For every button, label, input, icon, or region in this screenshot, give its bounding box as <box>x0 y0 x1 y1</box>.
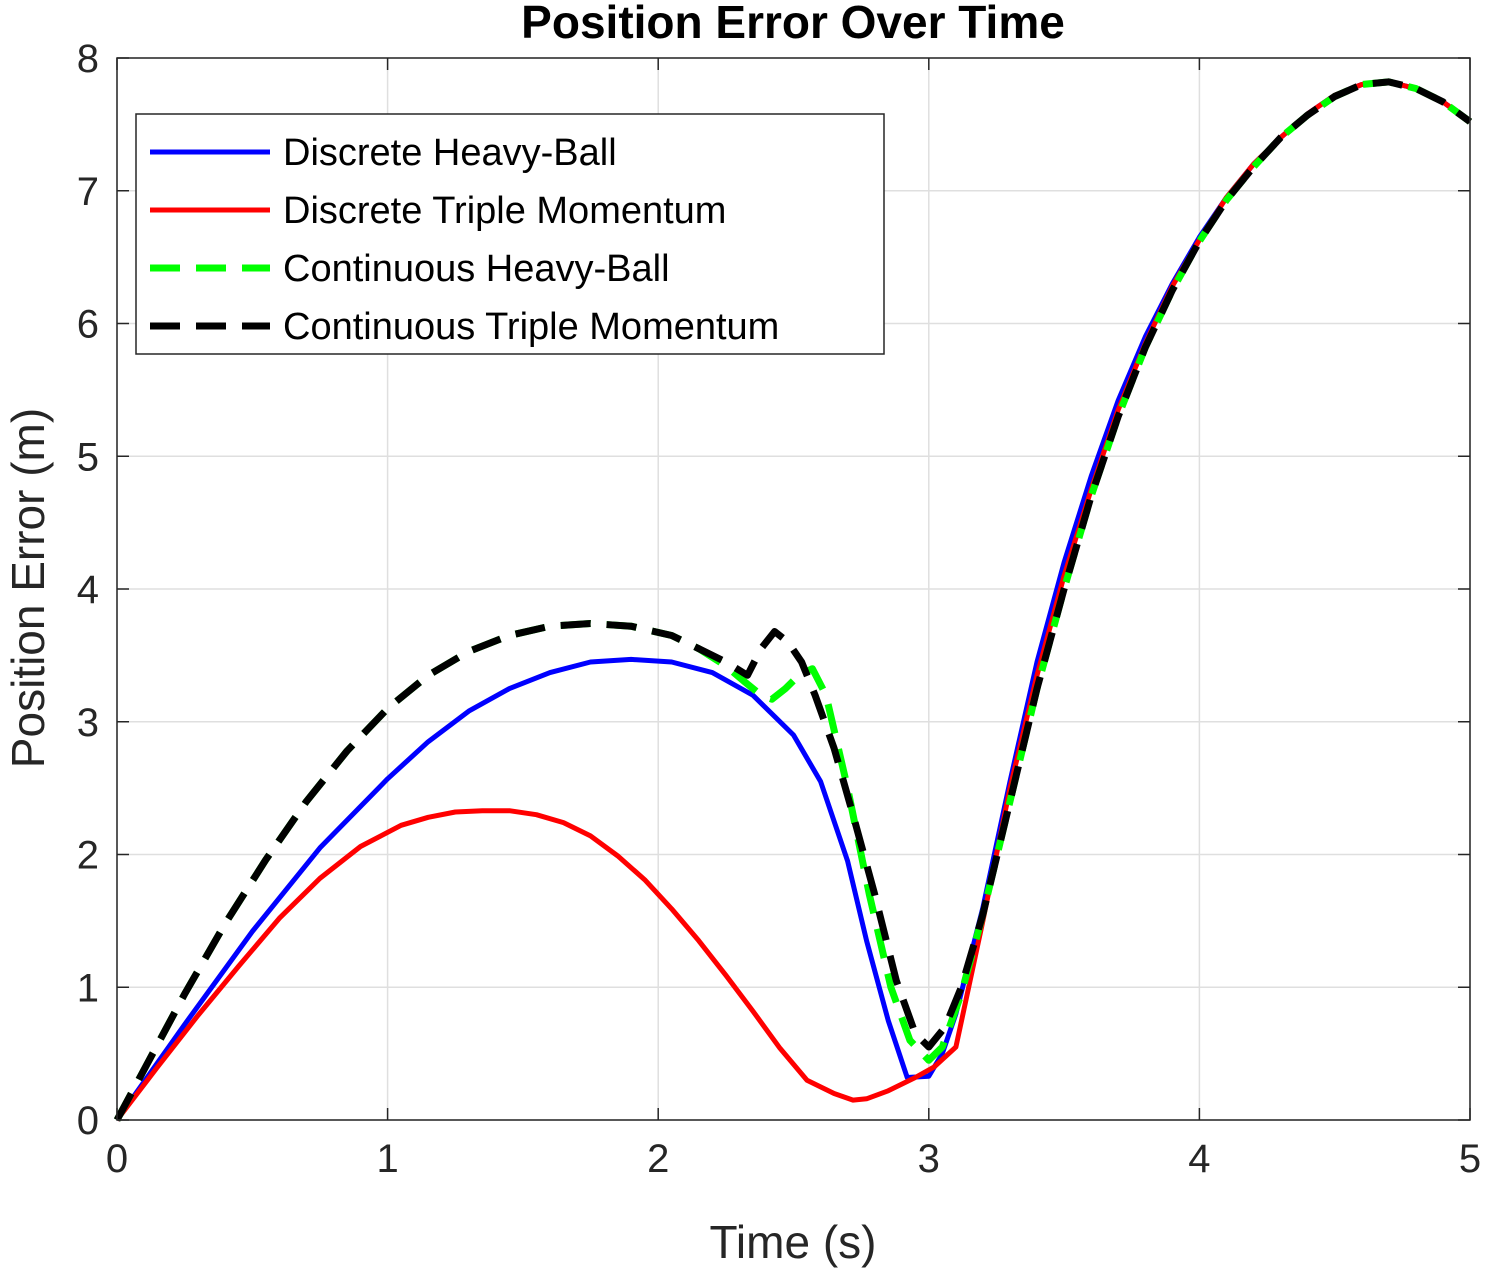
legend-entry: Continuous Heavy-Ball <box>283 248 670 290</box>
y-tick-label: 6 <box>77 303 99 347</box>
x-tick-label: 3 <box>918 1137 940 1181</box>
y-tick-label: 5 <box>77 435 99 479</box>
y-tick-label: 2 <box>77 834 99 878</box>
y-tick-labels: 0 1 2 3 4 5 6 7 8 <box>77 37 99 1143</box>
axes <box>116 57 1471 1121</box>
y-tick-label: 0 <box>77 1099 99 1143</box>
x-tick-label: 5 <box>1459 1137 1481 1181</box>
y-tick-label: 4 <box>77 568 99 612</box>
legend-entry: Continuous Triple Momentum <box>283 306 779 348</box>
x-tick-labels: 0 1 2 3 4 5 <box>106 1137 1481 1181</box>
y-tick-label: 3 <box>77 701 99 745</box>
y-tick-label: 7 <box>77 170 99 214</box>
plot-area <box>113 78 1473 1122</box>
x-tick-label: 1 <box>376 1137 398 1181</box>
x-tick-label: 4 <box>1188 1137 1210 1181</box>
legend: Discrete Heavy-Ball Discrete Triple Momen… <box>135 113 885 355</box>
y-tick-label: 8 <box>77 37 99 81</box>
series-line-continuous-triple-momentum <box>113 78 1473 1122</box>
y-axis-label: Position Error (m) <box>2 408 54 768</box>
x-tick-label: 2 <box>647 1137 669 1181</box>
chart-title: Position Error Over Time <box>521 0 1065 48</box>
legend-entry: Discrete Heavy-Ball <box>283 132 617 174</box>
legend-entry: Discrete Triple Momentum <box>283 190 726 232</box>
y-tick-label: 1 <box>77 966 99 1010</box>
x-tick-label: 0 <box>106 1137 128 1181</box>
x-axis-label: Time (s) <box>710 1216 877 1268</box>
axes-box <box>116 57 1471 1121</box>
